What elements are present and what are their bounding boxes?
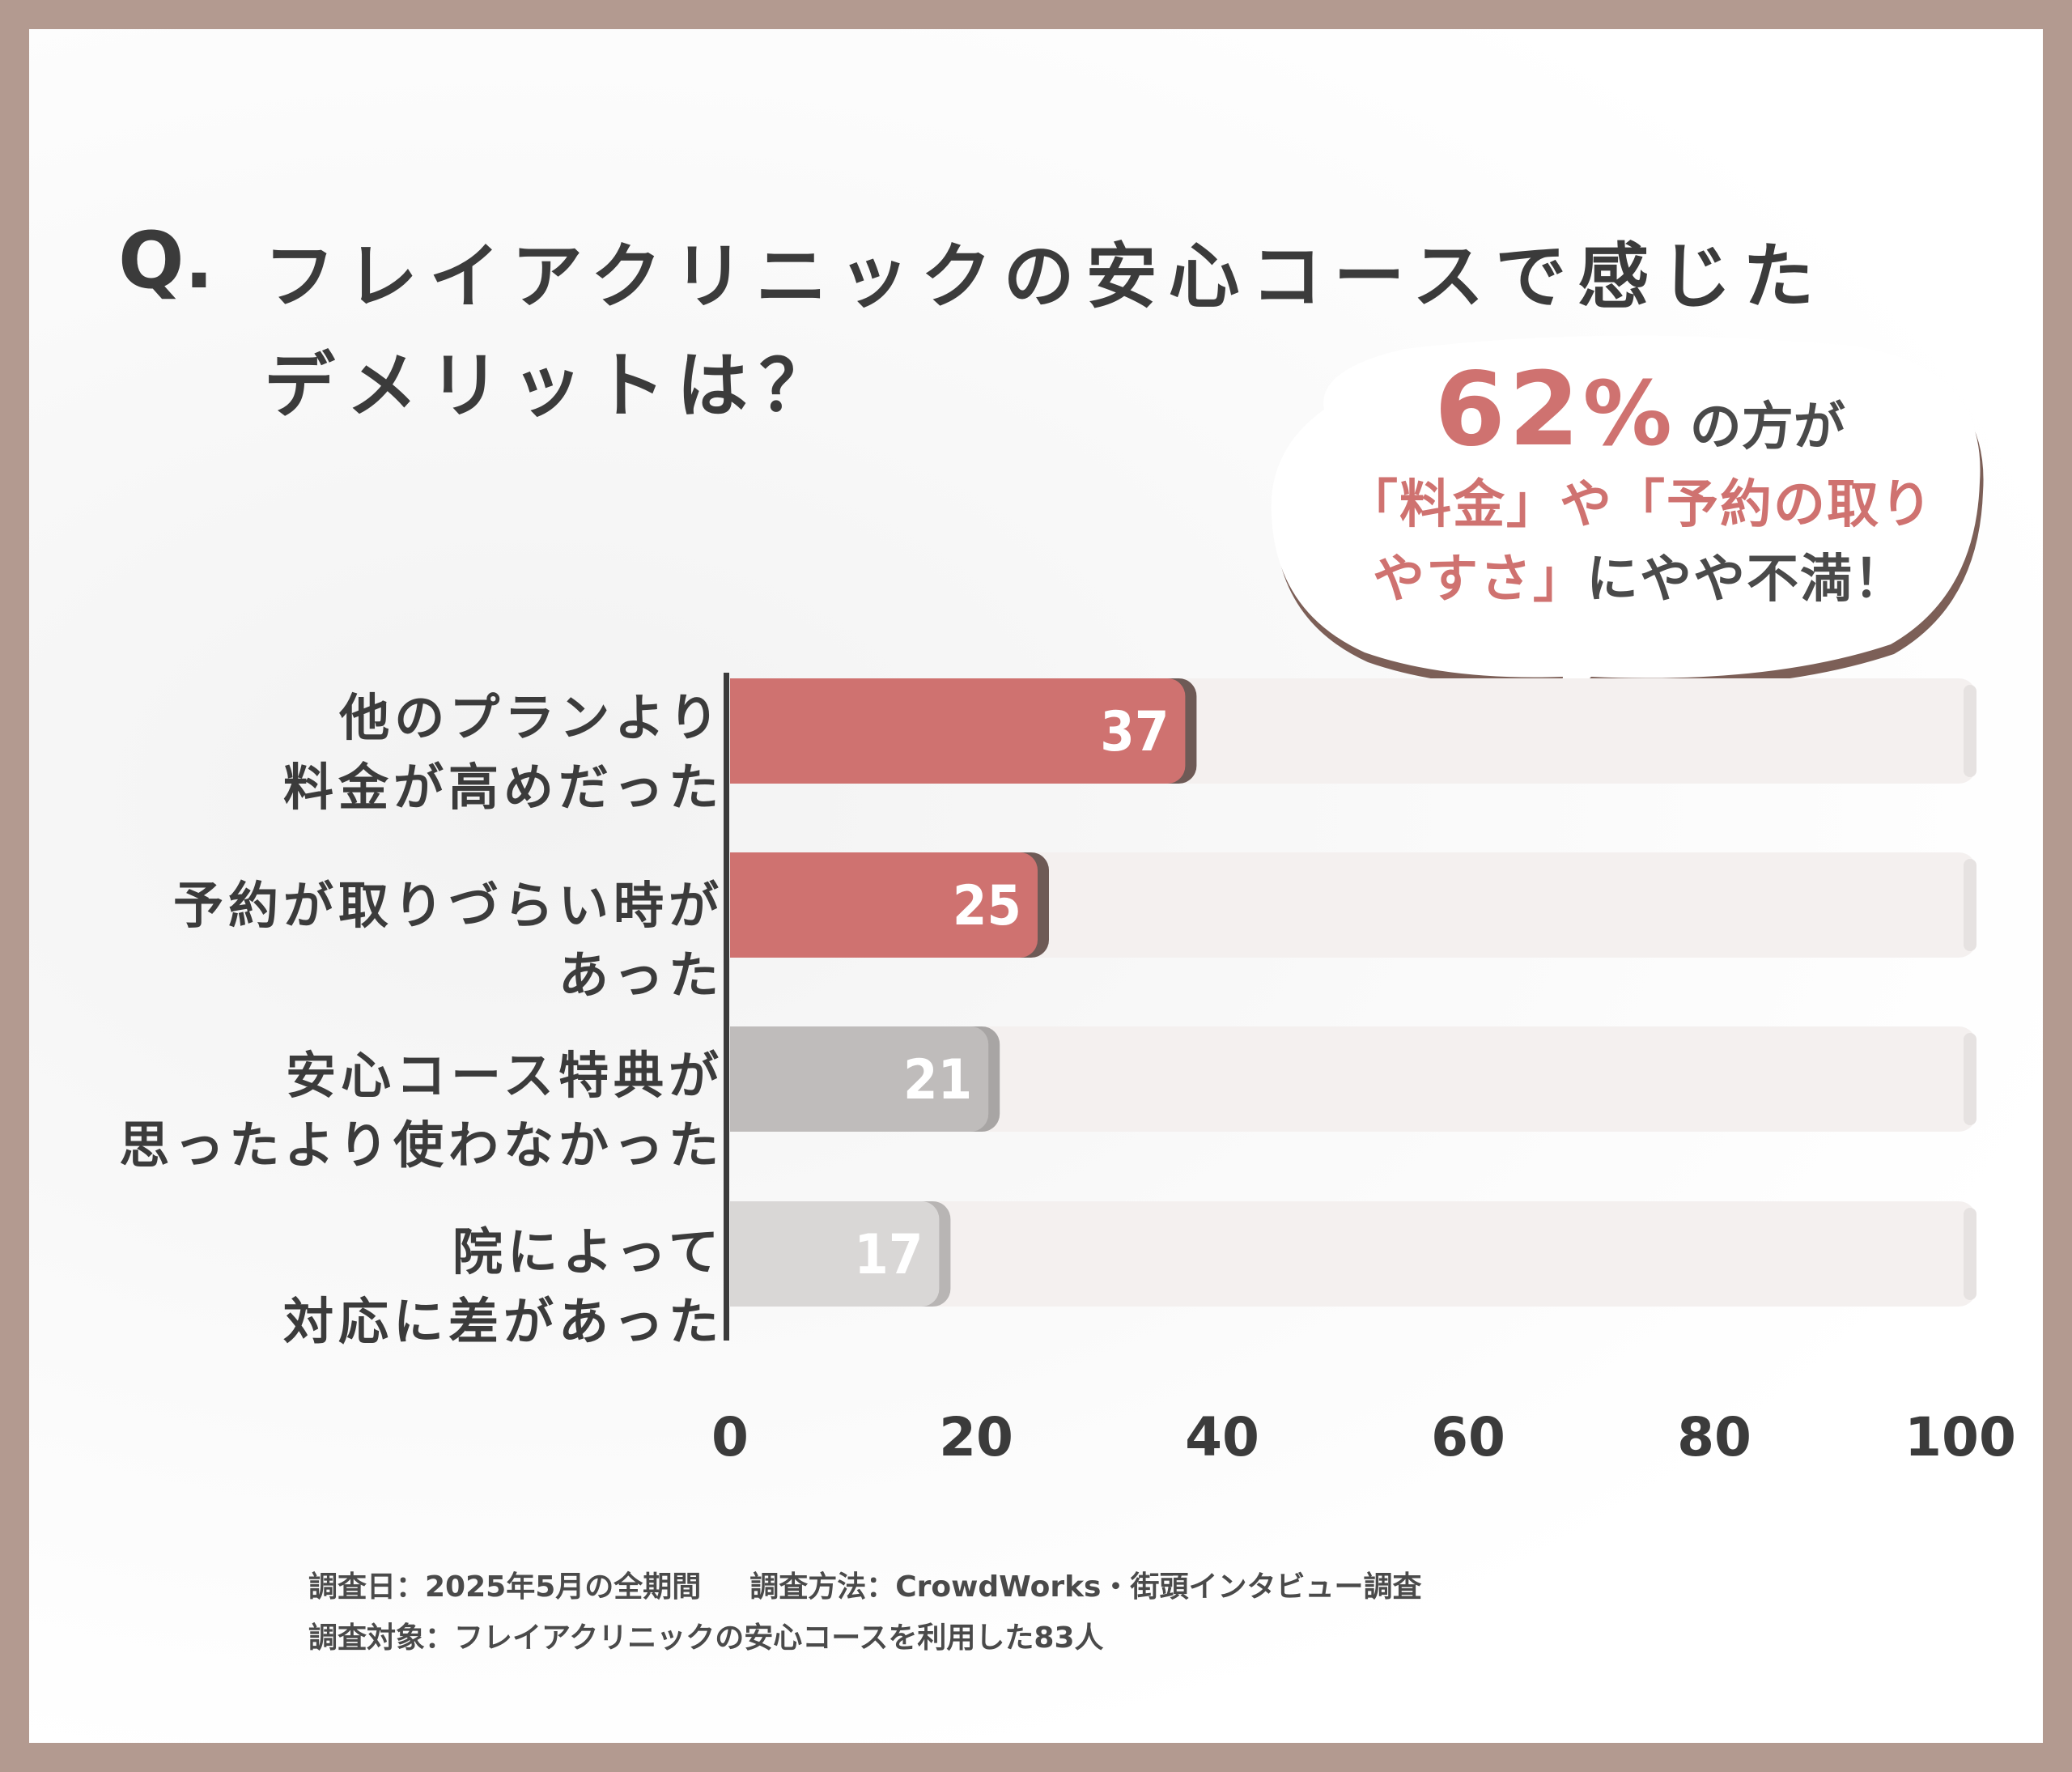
bar-4 [730,1201,940,1307]
category-label-2-line-2: あった [558,945,724,1005]
category-label-2-line-1: 予約が取りづらい時が [172,876,724,935]
callout-percent: 62 [1434,350,1583,469]
bar-left-square-3 [730,1026,762,1132]
category-label-4-line-1: 院によって [452,1222,724,1281]
category-label-1-line-1: 他のプランより [339,688,724,747]
value-label-1: 37 [1100,700,1169,764]
callout-text: 62% の方が 「料金」や「予約の取り やすさ」にやや不満！ [1267,359,2012,617]
x-tick-label-80: 80 [1677,1406,1751,1468]
callout-line-1: 62% の方が [1267,359,2012,468]
x-tick-label-60: 60 [1431,1406,1505,1468]
question-mark-label: Q. [118,215,214,306]
value-label-2: 25 [953,874,1021,938]
bar-track-edge-2 [1964,859,1976,951]
survey-date: 調査日：2025年5月の全期間 [308,1570,702,1604]
infographic-card: Q. フレイアクリニックの安心コースで感じた デメリットは？ 62% の方が 「料… [29,29,2043,1743]
callout-percent-sign: % [1582,362,1672,465]
category-label-4-line-2: 対応に差があった [282,1292,724,1351]
category-label-1: 他のプランより 料金が高めだった [29,683,724,822]
value-label-3: 21 [903,1048,972,1112]
category-label-2: 予約が取りづらい時が あった [29,871,724,1010]
callout-line-1-rest: の方が [1689,397,1845,457]
title-line-2: デメリットは？ [264,344,843,427]
footer-line-2: 調査対象：フレイアクリニックの安心コースを利用した83人 [308,1621,1104,1655]
bar-chart: 37 25 21 17 0 20 40 60 80 100 [711,673,2016,1468]
bar-left-square-4 [730,1201,762,1307]
bar-track-3 [730,1026,1976,1132]
bar-track-edge-3 [1964,1033,1976,1125]
callout-line-3-rest: にやや不満！ [1586,550,1907,610]
category-label-4: 院によって 対応に差があった [29,1217,724,1357]
bar-3 [730,1026,989,1132]
bar-track-4 [730,1201,1976,1307]
bar-left-square-2 [730,852,762,958]
title-line-1: フレイアクリニックの安心コースで感じた [264,235,1826,318]
x-tick-label-0: 0 [711,1406,749,1468]
bar-track-edge-4 [1964,1208,1976,1300]
value-label-4: 17 [854,1223,923,1287]
callout-line-2: 「料金」や「予約の取り [1346,475,1934,535]
bar-2 [730,852,1038,958]
x-tick-label-40: 40 [1185,1406,1259,1468]
category-label-3: 安心コース特典が 思ったより使わなかった [29,1041,724,1180]
x-tick-label-100: 100 [1904,1406,2016,1468]
callout-line-3-highlight: やすさ」 [1373,550,1586,610]
category-label-1-line-2: 料金が高めだった [282,758,724,817]
survey-method: 調査方法：CrowdWorks・街頭インタビュー調査 [749,1570,1422,1604]
callout-line-3: やすさ」にやや不満！ [1267,542,2012,617]
footer-line-1: 調査日：2025年5月の全期間 調査方法：CrowdWorks・街頭インタビュー調… [308,1563,1421,1605]
x-tick-label-20: 20 [939,1406,1013,1468]
category-label-3-line-1: 安心コース特典が [286,1046,724,1105]
bar-1 [730,678,1186,784]
category-label-3-line-2: 思ったより使わなかった [119,1115,724,1175]
bar-track-edge-1 [1964,685,1976,777]
y-axis-line [724,673,729,1341]
bar-left-square-1 [730,678,762,784]
